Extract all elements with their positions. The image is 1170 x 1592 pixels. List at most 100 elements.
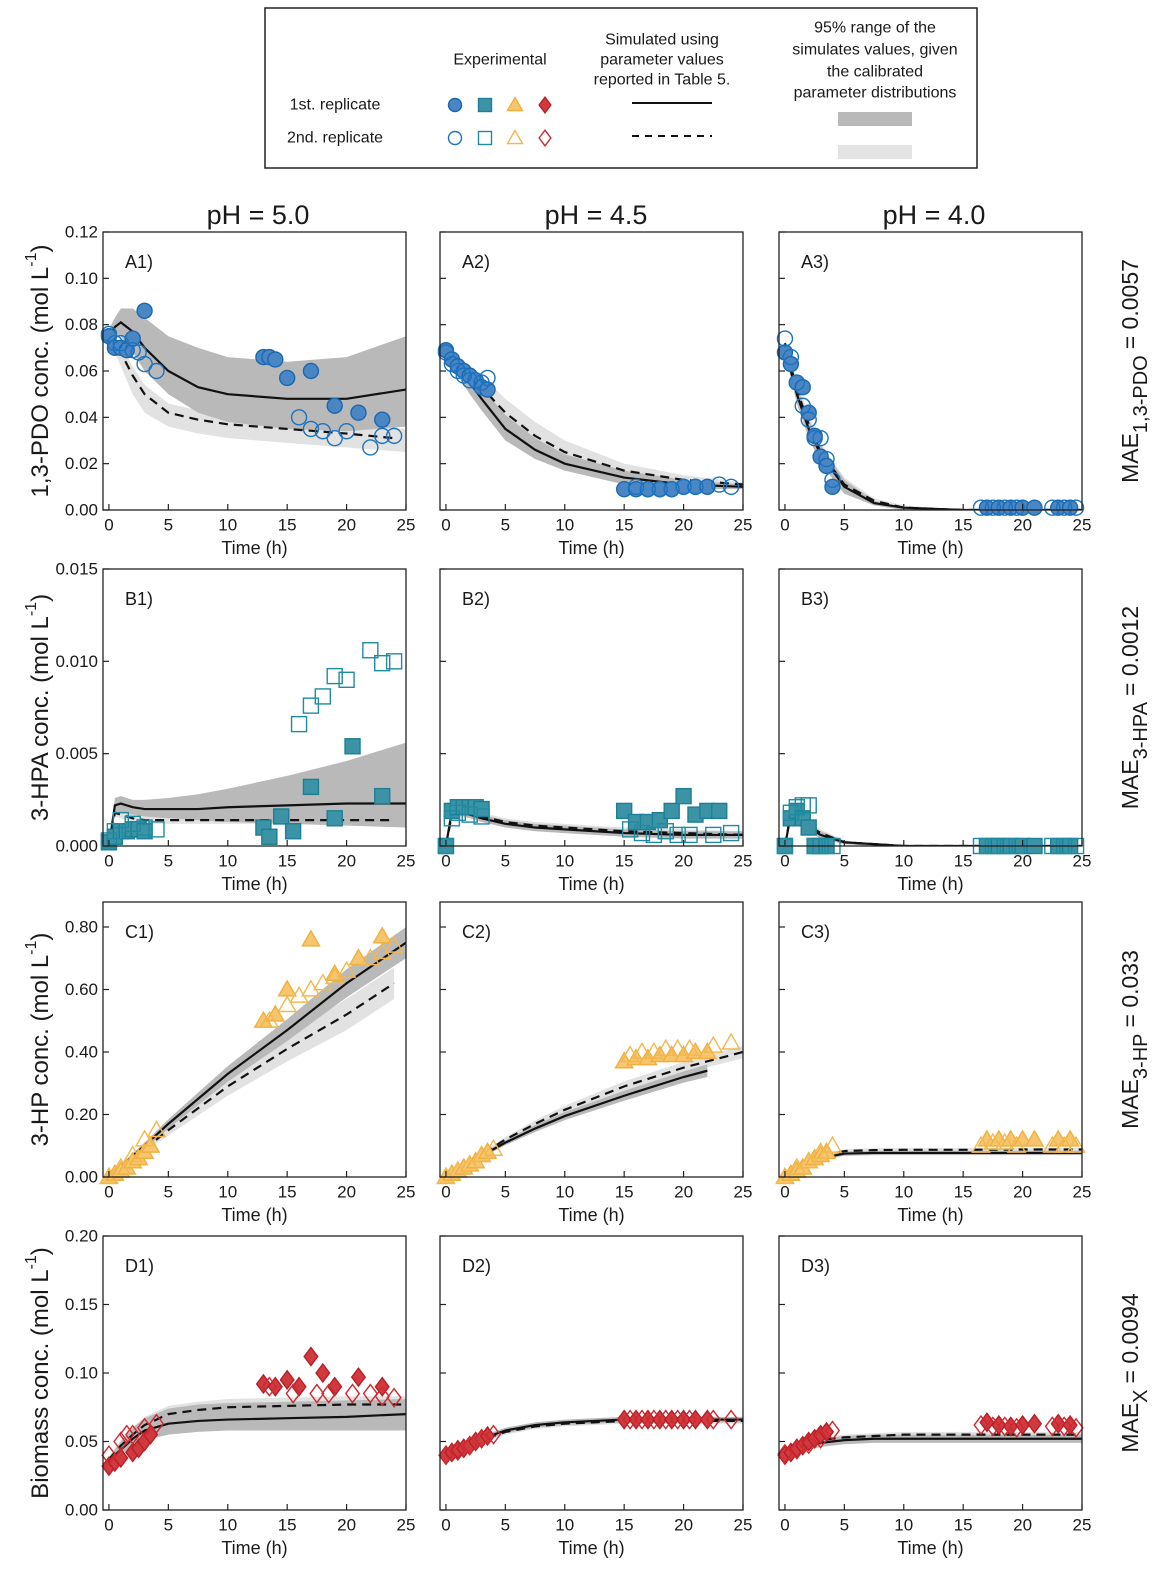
data-point [1044,499,1061,516]
uncertainty-band [445,1064,708,1177]
data-point [374,787,391,805]
data-point [473,808,490,825]
data-point [800,819,817,836]
data-point [794,397,811,414]
y-tick-label: 0.05 [65,1432,98,1451]
data-point [146,1120,167,1138]
data-point [301,929,321,947]
uncertainty-band [445,807,743,846]
x-tick-label: 20 [337,516,356,535]
x-tick-label: 10 [555,1516,574,1535]
data-point [112,811,130,829]
x-tick-label: 5 [501,1516,510,1535]
simulation-line [107,802,406,846]
panel-label: B2) [462,589,490,609]
data-point [663,480,680,498]
data-point [627,478,645,496]
data-point [632,1041,652,1060]
x-tick-label: 20 [674,1516,693,1535]
data-point [1008,499,1025,516]
data-point [112,335,130,352]
x-tick-label: 25 [734,516,753,535]
data-point [822,1135,843,1153]
panel-label: B1) [125,589,153,609]
data-point [658,1409,674,1430]
data-point [983,1132,1003,1150]
data-point [100,832,118,849]
data-point [1042,1135,1063,1153]
data-point [461,372,478,389]
panel-label: B3) [801,589,829,609]
data-point [722,478,740,496]
y-tick-label: 0.80 [65,918,98,937]
panel: 0 5 10 15 20 25 Time (h) D2) [438,1235,752,1558]
data-point [703,1035,724,1053]
data-point [675,478,692,496]
plot-area [779,569,1082,846]
data-point [125,1424,141,1445]
data-point [655,1038,676,1056]
y-tick-label: 0.00 [65,1168,98,1187]
x-tick-label: 25 [397,516,416,535]
x-tick-label: 15 [954,516,973,535]
data-point [485,1424,502,1445]
x-tick-label: 20 [674,852,693,871]
x-axis-label: Time (h) [558,1538,624,1558]
x-tick-label: 20 [674,516,693,535]
data-point [801,1434,817,1455]
x-tick-label: 10 [894,852,913,871]
data-point [267,351,284,368]
x-tick-label: 10 [218,516,237,535]
x-tick-label: 20 [337,1516,356,1535]
data-point [303,1346,319,1367]
data-point [667,1038,688,1056]
x-tick-label: 5 [840,852,849,871]
x-tick-label: 10 [894,516,913,535]
x-tick-label: 15 [278,1183,297,1202]
panel: 0 5 10 15 20 25 Time (h) A3) [776,231,1091,558]
y-tick-label: 0.010 [55,652,98,671]
plot-area [440,1236,743,1510]
data-point [800,411,817,428]
panel: 0.00 0.20 0.40 0.60 0.80 0 5 10 15 20 25 Time (h) C1… [65,901,415,1225]
x-tick-label: 5 [501,516,510,535]
panel: 0 5 10 15 20 25 Time (h) B3) [776,568,1091,894]
data-point [350,1366,367,1388]
data-point [314,688,332,705]
x-tick-label: 20 [1013,516,1032,535]
data-point [681,826,698,844]
mae-sub: 3-HP [1130,1033,1152,1079]
x-tick-label: 10 [218,852,237,871]
data-point [279,1369,295,1391]
data-point [148,362,165,380]
y-tick-label: 0.10 [65,269,98,288]
mae-label: MAE3-HPA = 0.0012 [1117,606,1152,809]
data-point [136,1417,153,1438]
data-point [362,1383,378,1404]
data-point [645,826,663,844]
y-tick-label: 0.10 [65,1364,98,1383]
legend-marker [447,97,463,113]
plot-area [779,902,1082,1177]
data-point [661,1045,682,1063]
data-point [782,348,800,366]
plot-area [779,1236,1082,1510]
data-point [479,369,496,387]
uncertainty-band [108,967,395,1177]
data-point [651,480,669,498]
data-point [806,429,823,447]
legend-band [838,145,912,159]
data-point [348,948,369,966]
x-tick-label: 5 [840,1183,849,1202]
data-point [350,404,367,421]
data-point [798,1151,819,1169]
legend-header: reported in Table 5. [594,72,731,89]
x-tick-label: 5 [501,1183,510,1202]
data-point [362,642,379,659]
data-point [483,1138,504,1156]
x-axis-label: Time (h) [221,1205,287,1225]
data-point [634,1409,650,1430]
x-tick-label: 25 [1073,1183,1092,1202]
simulation-line [783,342,1082,510]
data-point [338,423,355,440]
